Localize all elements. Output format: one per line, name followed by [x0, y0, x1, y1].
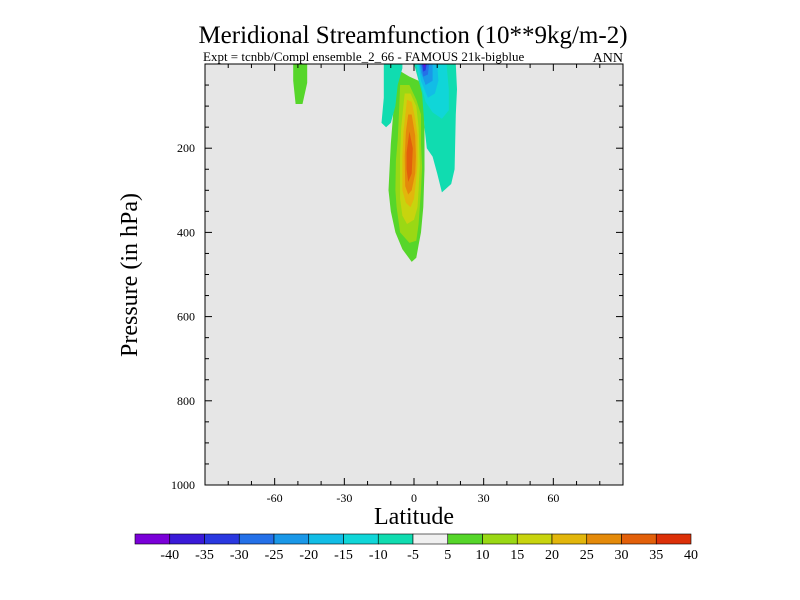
colorbar-box	[343, 533, 379, 545]
colorbar-box	[377, 533, 414, 545]
contour-region	[406, 131, 413, 182]
colorbar-box	[308, 533, 344, 545]
axis-ticks	[204, 63, 624, 486]
y-tick-label: 400	[177, 225, 195, 239]
chart-subtitle: Expt = tcnbb/Compl ensemble_2_66 - FAMOU…	[203, 49, 524, 64]
colorbar-box	[551, 533, 588, 545]
colorbar-label: 40	[684, 548, 698, 563]
colorbar-label: 5	[444, 548, 451, 563]
x-tick-label: 30	[478, 491, 490, 505]
colorbar-label: -20	[299, 548, 318, 563]
colorbar-label: 10	[476, 548, 490, 563]
y-tick-labels: 200 400 600 800 1000	[171, 141, 195, 492]
colorbar-label: -10	[369, 548, 388, 563]
colorbar-label: -5	[407, 548, 419, 563]
x-axis-label: Latitude	[374, 504, 454, 530]
colorbar-label: 20	[545, 548, 559, 563]
y-tick-label: 200	[177, 141, 195, 155]
colorbar-label: 35	[649, 548, 663, 563]
colorbar-box	[516, 533, 553, 545]
colorbar-box	[169, 533, 205, 545]
x-tick-label: 0	[411, 491, 417, 505]
contour-regions	[293, 64, 457, 262]
y-tick-label: 1000	[171, 478, 195, 492]
x-tick-label: -30	[336, 491, 352, 505]
y-axis-label: Pressure (in hPa)	[117, 193, 143, 357]
plot-area	[204, 63, 624, 486]
x-tick-label: -60	[267, 491, 283, 505]
colorbar-label: -25	[265, 548, 284, 563]
contour-region	[422, 64, 427, 72]
colorbar-box	[655, 533, 692, 545]
colorbar-box	[621, 533, 657, 545]
colorbar-box	[412, 533, 449, 545]
colorbar-box	[273, 533, 310, 545]
season-label: ANN	[593, 51, 623, 66]
contour-region	[381, 64, 403, 128]
x-tick-label: 60	[547, 491, 559, 505]
y-tick-label: 600	[177, 310, 195, 324]
colorbar-box	[586, 533, 622, 545]
colorbar-box	[447, 533, 483, 545]
contour-region	[293, 64, 308, 104]
colorbar-label: -30	[230, 548, 249, 563]
colorbar-box	[204, 533, 240, 545]
colorbar-label: -35	[195, 548, 214, 563]
x-tick-labels: -60 -30 0 30 60	[267, 491, 560, 505]
colorbar-box	[134, 533, 171, 545]
colorbar-label: -15	[334, 548, 353, 563]
colorbar: -40 -35 -30 -25 -20 -15 -10 -5 5 10 15 20 25 30 35 40	[134, 533, 698, 563]
chart-title: Meridional Streamfunction (10**9kg/m-2)	[198, 22, 627, 49]
y-tick-label: 800	[177, 394, 195, 408]
colorbar-box	[482, 533, 518, 545]
colorbar-label: -40	[160, 548, 179, 563]
colorbar-label: 25	[580, 548, 594, 563]
colorbar-label: 15	[510, 548, 524, 563]
colorbar-label: 30	[615, 548, 629, 563]
colorbar-box	[238, 533, 275, 545]
contour-region	[423, 64, 426, 68]
